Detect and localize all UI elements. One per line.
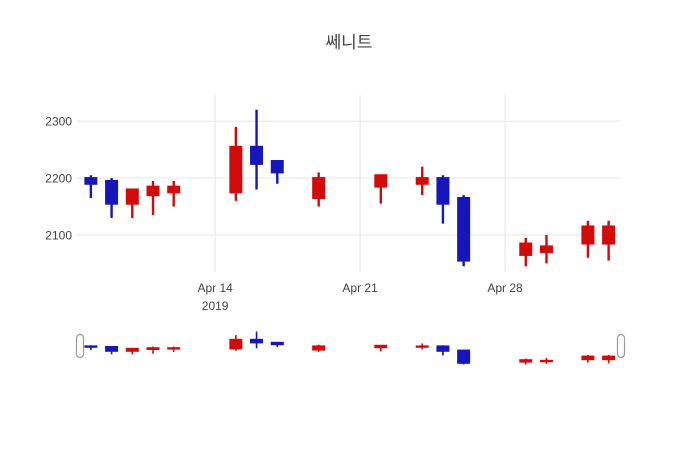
mini-candle-body: [84, 345, 98, 348]
candle-2019-04-26[interactable]: [457, 195, 471, 267]
candle-2019-04-16[interactable]: [250, 109, 264, 190]
mini-candle-body: [415, 345, 429, 348]
candle-2019-04-30[interactable]: [539, 235, 553, 264]
candle-body: [436, 177, 450, 205]
candle-2019-04-12[interactable]: [167, 180, 181, 207]
candle-body: [167, 185, 181, 194]
mini-candle-body: [167, 347, 181, 350]
candle-body: [415, 177, 429, 185]
mini-candle-2019-04-22: [374, 344, 388, 352]
candle-2019-04-22[interactable]: [374, 174, 388, 204]
candle-2019-04-15[interactable]: [229, 126, 243, 201]
mini-candle-body: [436, 345, 450, 352]
x-tick-label: Apr 21: [342, 281, 378, 295]
y-tick-label: 2200: [45, 172, 72, 186]
rangeslider-track[interactable]: [77, 330, 620, 367]
mini-candle-body: [250, 338, 264, 344]
candle-body: [602, 225, 616, 245]
plot-drag-area[interactable]: [77, 95, 620, 272]
mini-candle-2019-04-19: [312, 344, 326, 352]
candle-body: [270, 160, 284, 174]
candle-body: [312, 177, 326, 200]
x-tick-label: Apr 28: [487, 281, 523, 295]
candle-2019-04-09[interactable]: [105, 178, 119, 218]
rangeslider-handle-right[interactable]: [616, 333, 626, 359]
mini-candle-body: [519, 359, 533, 363]
mini-candle-2019-04-26: [457, 349, 471, 365]
mini-candle-2019-04-30: [539, 357, 553, 364]
mini-candle-body: [602, 355, 616, 361]
mini-candle-2019-04-29: [519, 358, 533, 365]
mini-candle-2019-04-25: [436, 345, 450, 356]
mini-candle-body: [374, 344, 388, 349]
y-tick-label: 2300: [45, 115, 72, 129]
candle-2019-04-19[interactable]: [312, 172, 326, 207]
candle-body: [539, 245, 553, 254]
rangeslider-handle-left[interactable]: [75, 333, 85, 359]
candle-body: [374, 174, 388, 188]
candle-body: [84, 177, 98, 185]
mini-candle-body: [581, 355, 595, 361]
mini-candle-2019-04-08: [84, 345, 98, 351]
mini-candle-2019-04-12: [167, 346, 181, 352]
mini-candle-body: [229, 338, 243, 350]
x-tick-sublabel: 2019: [202, 299, 229, 313]
candle-2019-05-03[interactable]: [602, 220, 616, 261]
candle-2019-04-08[interactable]: [84, 175, 98, 199]
candle-body: [581, 225, 595, 245]
mini-candle-2019-04-16: [250, 331, 264, 349]
candle-body: [519, 242, 533, 256]
axis-layer: 2300 2200 2100 Apr 14 2019 Apr 21 Apr 28: [45, 115, 523, 313]
candle-body: [105, 179, 119, 205]
rangeslider-layer: [75, 331, 626, 365]
candle-2019-04-24[interactable]: [415, 166, 429, 196]
mini-candle-body: [270, 341, 284, 346]
mini-candle-body: [312, 345, 326, 351]
x-tick-label: Apr 14: [197, 281, 233, 295]
mini-candle-body: [146, 347, 160, 351]
mini-candle-2019-05-03: [602, 354, 616, 364]
candle-body: [125, 188, 139, 205]
mini-candle-2019-04-17: [270, 341, 284, 348]
candle-2019-04-29[interactable]: [519, 237, 533, 267]
mini-candle-body: [539, 359, 553, 363]
y-tick-label: 2100: [45, 229, 72, 243]
candle-body: [146, 185, 160, 197]
candle-layer: [84, 109, 616, 267]
candle-body: [457, 197, 471, 262]
chart-title: 쎄니트: [326, 33, 373, 52]
candle-body: [229, 145, 243, 194]
mini-candle-2019-04-15: [229, 335, 243, 351]
mini-candle-2019-04-11: [146, 346, 160, 354]
mini-candle-body: [105, 346, 119, 352]
mini-candle-body: [125, 347, 139, 352]
candle-2019-05-02[interactable]: [581, 220, 595, 258]
mini-candle-2019-04-09: [105, 345, 119, 355]
candle-2019-04-17[interactable]: [270, 160, 284, 184]
candle-2019-04-10[interactable]: [125, 188, 139, 218]
mini-candle-2019-05-02: [581, 354, 595, 363]
candle-body: [250, 145, 264, 165]
candle-2019-04-25[interactable]: [436, 175, 450, 224]
grid-layer: [77, 95, 620, 272]
mini-candle-body: [457, 349, 471, 364]
mini-candle-2019-04-10: [125, 347, 139, 355]
candle-2019-04-11[interactable]: [146, 180, 160, 216]
mini-candle-2019-04-24: [415, 343, 429, 350]
